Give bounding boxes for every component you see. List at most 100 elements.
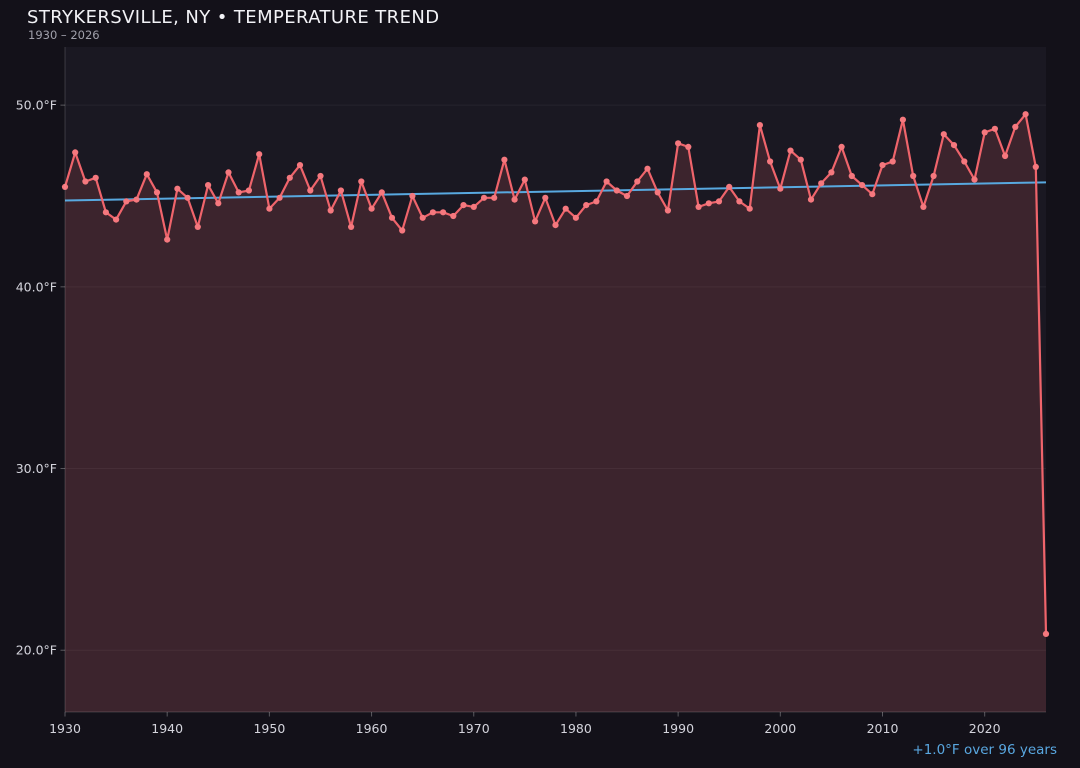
data-point-2019 bbox=[971, 176, 978, 183]
data-point-1978 bbox=[552, 222, 559, 229]
x-tick-label-1940: 1940 bbox=[151, 721, 183, 736]
temperature-area-fill bbox=[65, 114, 1046, 712]
x-tick-label-1970: 1970 bbox=[458, 721, 490, 736]
data-point-1960 bbox=[368, 205, 375, 212]
data-point-1987 bbox=[644, 165, 651, 172]
data-point-1934 bbox=[102, 209, 109, 216]
data-point-1956 bbox=[327, 207, 334, 214]
data-point-1973 bbox=[501, 156, 508, 163]
data-point-1974 bbox=[511, 196, 518, 203]
y-tick-label-50: 50.0°F bbox=[16, 98, 57, 113]
data-point-1939 bbox=[153, 189, 161, 196]
data-point-1995 bbox=[726, 183, 733, 190]
data-point-1964 bbox=[409, 192, 416, 200]
data-point-1971 bbox=[480, 194, 488, 201]
x-tick-label-1980: 1980 bbox=[560, 721, 592, 736]
y-tick-label-20: 20.0°F bbox=[16, 643, 57, 658]
data-point-1951 bbox=[276, 194, 283, 201]
data-point-2015 bbox=[930, 172, 937, 180]
x-tick-label-1990: 1990 bbox=[662, 721, 694, 736]
y-tick-label-40: 40.0°F bbox=[16, 279, 57, 294]
data-point-1933 bbox=[92, 174, 99, 181]
data-point-2008 bbox=[859, 182, 866, 189]
data-point-1986 bbox=[634, 178, 641, 185]
data-point-1975 bbox=[521, 176, 528, 183]
x-tick-label-1930: 1930 bbox=[49, 721, 81, 736]
data-point-1989 bbox=[664, 207, 672, 214]
y-tick-label-30: 30.0°F bbox=[16, 461, 57, 476]
data-point-2023 bbox=[1012, 123, 1019, 130]
data-point-1950 bbox=[266, 205, 273, 212]
data-point-1947 bbox=[235, 189, 242, 196]
data-point-1968 bbox=[450, 212, 457, 220]
x-tick-label-1950: 1950 bbox=[253, 721, 285, 736]
data-point-2010 bbox=[879, 162, 886, 169]
data-point-2022 bbox=[1002, 152, 1009, 160]
page-title: STRYKERSVILLE, NY • TEMPERATURE TREND bbox=[27, 7, 440, 28]
data-point-1969 bbox=[460, 202, 467, 209]
data-point-2000 bbox=[777, 185, 784, 192]
data-point-1962 bbox=[388, 214, 396, 221]
data-point-1984 bbox=[613, 187, 620, 194]
data-point-2011 bbox=[889, 158, 896, 165]
data-point-1932 bbox=[82, 178, 89, 185]
data-point-1930 bbox=[61, 183, 69, 190]
data-point-2006 bbox=[838, 143, 845, 150]
data-point-1942 bbox=[184, 194, 191, 201]
data-point-1940 bbox=[164, 236, 171, 243]
data-point-2020 bbox=[981, 129, 988, 136]
data-point-2004 bbox=[818, 180, 825, 187]
data-point-1952 bbox=[286, 174, 293, 181]
x-tick-label-1960: 1960 bbox=[356, 721, 388, 736]
data-point-2016 bbox=[940, 131, 947, 138]
data-point-1963 bbox=[399, 227, 406, 234]
plot-area bbox=[65, 47, 1046, 712]
data-point-1970 bbox=[470, 203, 477, 210]
x-tick-label-2020: 2020 bbox=[969, 721, 1001, 736]
data-point-2012 bbox=[899, 116, 907, 123]
data-point-1953 bbox=[296, 162, 304, 169]
data-point-1994 bbox=[715, 198, 723, 205]
data-point-1988 bbox=[654, 189, 661, 196]
data-point-1981 bbox=[583, 202, 590, 209]
data-point-2014 bbox=[920, 203, 927, 210]
data-point-1959 bbox=[358, 178, 365, 185]
data-point-1948 bbox=[245, 187, 252, 194]
data-point-2013 bbox=[910, 172, 917, 180]
data-point-2018 bbox=[961, 158, 968, 165]
data-point-1996 bbox=[736, 198, 743, 205]
page-subtitle: 1930 – 2026 bbox=[28, 28, 100, 42]
data-point-2024 bbox=[1022, 111, 1029, 118]
data-point-1972 bbox=[491, 194, 498, 201]
data-point-2001 bbox=[787, 147, 794, 154]
data-point-1991 bbox=[685, 143, 692, 150]
data-point-1998 bbox=[756, 122, 764, 129]
data-point-2005 bbox=[828, 169, 835, 176]
data-point-1936 bbox=[123, 198, 130, 205]
data-point-2003 bbox=[807, 196, 815, 203]
data-point-1931 bbox=[72, 149, 79, 156]
data-point-2009 bbox=[869, 191, 876, 198]
data-point-1949 bbox=[256, 151, 263, 158]
data-point-1967 bbox=[440, 209, 447, 216]
data-point-1982 bbox=[593, 198, 600, 205]
data-point-2002 bbox=[797, 156, 804, 163]
data-point-1977 bbox=[542, 194, 549, 201]
data-point-1944 bbox=[205, 182, 212, 189]
data-point-1937 bbox=[133, 196, 140, 203]
data-point-1966 bbox=[429, 209, 436, 216]
data-point-1980 bbox=[572, 214, 580, 221]
data-point-1941 bbox=[174, 185, 181, 192]
data-point-2026 bbox=[1042, 630, 1050, 638]
trend-annotation: +1.0°F over 96 years bbox=[912, 742, 1057, 758]
data-point-1961 bbox=[378, 189, 385, 196]
trend-line bbox=[64, 181, 1047, 202]
data-point-1990 bbox=[675, 140, 682, 147]
data-point-1954 bbox=[307, 187, 314, 194]
data-point-1997 bbox=[746, 205, 753, 212]
data-point-1985 bbox=[623, 192, 631, 200]
data-point-1979 bbox=[562, 205, 569, 212]
data-point-1935 bbox=[113, 216, 120, 223]
